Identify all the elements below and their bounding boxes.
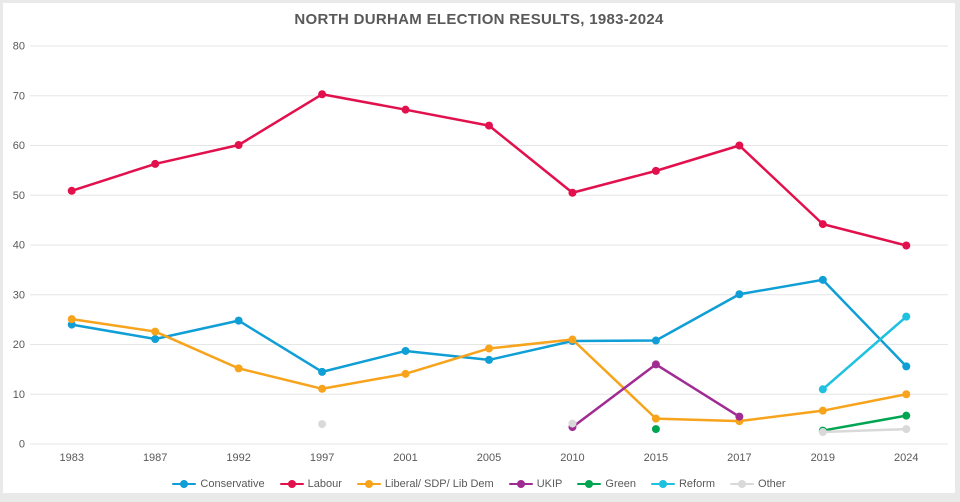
y-tick-label: 70 [13, 90, 25, 102]
y-tick-label: 0 [19, 439, 25, 451]
data-point-liberal-sdp-lib-dem-2010 [568, 335, 577, 344]
x-tick-label: 2015 [644, 452, 668, 464]
y-tick-label: 20 [13, 339, 25, 351]
data-point-conservative-2024 [902, 362, 911, 371]
data-point-liberal-sdp-lib-dem-2019 [818, 406, 827, 415]
data-point-labour-1997 [318, 90, 327, 99]
y-tick-label: 50 [13, 190, 25, 202]
series-line-liberal-sdp-lib-dem [70, 317, 908, 423]
legend-marker-icon [356, 480, 381, 489]
data-point-labour-1992 [234, 141, 243, 150]
data-point-other-2024 [902, 425, 911, 434]
chart-surface: 0 10 20 30 40 50 60 70 80 1983 1987 1992 1997 2001 200… [3, 3, 955, 493]
data-point-conservative-2001 [401, 346, 410, 355]
legend-label: Other [758, 478, 786, 490]
legend-label: Reform [678, 478, 716, 490]
data-point-liberal-sdp-lib-dem-1997 [318, 384, 327, 393]
data-point-labour-2017 [735, 141, 744, 150]
legend-item-conservative: Conservative [172, 478, 265, 490]
legend-label: Conservative [200, 478, 265, 490]
chart-title: NORTH DURHAM ELECTION RESULTS, 1983-2024 [294, 11, 664, 28]
data-point-labour-2010 [568, 188, 577, 197]
y-tick-label: 30 [13, 289, 25, 301]
data-point-reform-2019 [818, 385, 827, 394]
data-point-conservative-2017 [735, 290, 744, 299]
data-point-liberal-sdp-lib-dem-2001 [401, 369, 410, 378]
data-point-liberal-sdp-lib-dem-1983 [67, 315, 76, 324]
x-tick-label: 2024 [894, 452, 918, 464]
data-point-other-2019 [818, 428, 827, 437]
data-point-liberal-sdp-lib-dem-2005 [485, 344, 493, 353]
x-tick-label: 1992 [226, 452, 250, 464]
data-point-ukip-2015 [651, 360, 660, 369]
data-point-green-2015 [651, 425, 660, 434]
chart-plot-area: 0 10 20 30 40 50 60 70 80 1983 1987 1992 1997 2001 200… [13, 41, 948, 464]
x-tick-label: 2019 [811, 452, 835, 464]
data-point-conservative-2019 [818, 275, 827, 284]
data-point-conservative-1997 [318, 367, 327, 376]
data-point-conservative-2015 [651, 336, 660, 345]
data-point-conservative-2005 [485, 355, 493, 364]
legend-label: Green [605, 478, 636, 490]
data-point-labour-2019 [818, 220, 827, 229]
data-point-other-2010 [568, 419, 577, 428]
y-tick-label: 40 [13, 240, 25, 252]
legend-item-green: Green [577, 478, 636, 490]
series-line-other [821, 427, 908, 434]
data-point-green-2024 [902, 411, 911, 420]
data-point-labour-1987 [151, 159, 160, 168]
legend-item-reform: Reform [650, 478, 716, 490]
legend-label: Labour [307, 478, 342, 490]
y-tick-label: 60 [13, 140, 25, 152]
x-tick-label: 1987 [143, 452, 167, 464]
series-line-green [821, 414, 908, 432]
data-point-ukip-2017 [735, 412, 744, 421]
legend-marker-icon [279, 480, 304, 489]
legend-marker-icon [577, 480, 602, 489]
series-line-labour [70, 93, 908, 247]
x-tick-label: 2005 [477, 452, 501, 464]
series-line-reform [821, 315, 908, 391]
data-point-labour-2001 [401, 105, 410, 114]
y-tick-label: 80 [13, 41, 25, 53]
data-point-other-1997 [318, 420, 327, 429]
legend-marker-icon [508, 480, 533, 489]
legend-item-liberal-sdp-lib-dem: Liberal/ SDP/ Lib Dem [356, 478, 494, 490]
data-point-liberal-sdp-lib-dem-2024 [902, 390, 911, 399]
legend-label: UKIP [536, 478, 563, 490]
legend-item-labour: Labour [279, 478, 342, 490]
data-point-liberal-sdp-lib-dem-2015 [651, 414, 660, 423]
legend-marker-icon [650, 480, 675, 489]
data-point-conservative-1992 [234, 316, 243, 325]
y-tick-label: 10 [13, 389, 25, 401]
legend-item-other: Other [730, 478, 786, 490]
data-point-labour-1983 [67, 186, 76, 195]
x-tick-label: 2001 [393, 452, 417, 464]
x-tick-label: 1997 [310, 452, 334, 464]
data-point-conservative-1987 [151, 335, 160, 344]
data-point-labour-2024 [902, 241, 911, 250]
data-point-conservative-1983 [67, 320, 76, 329]
legend-item-ukip: UKIP [508, 478, 563, 490]
x-tick-label: 2017 [727, 452, 751, 464]
legend-label: Liberal/ SDP/ Lib Dem [384, 478, 494, 490]
data-point-reform-2024 [902, 312, 911, 321]
data-point-liberal-sdp-lib-dem-1987 [151, 327, 160, 336]
legend-marker-icon [172, 480, 197, 489]
chart-legend: Conservative Labour Liberal/ SDP/ Lib Dem U… [3, 478, 955, 490]
data-point-labour-2015 [651, 166, 660, 175]
x-tick-label: 2010 [560, 452, 584, 464]
data-point-labour-2005 [485, 121, 493, 130]
data-point-liberal-sdp-lib-dem-1992 [234, 364, 243, 373]
legend-marker-icon [730, 480, 755, 489]
x-tick-label: 1983 [59, 452, 83, 464]
